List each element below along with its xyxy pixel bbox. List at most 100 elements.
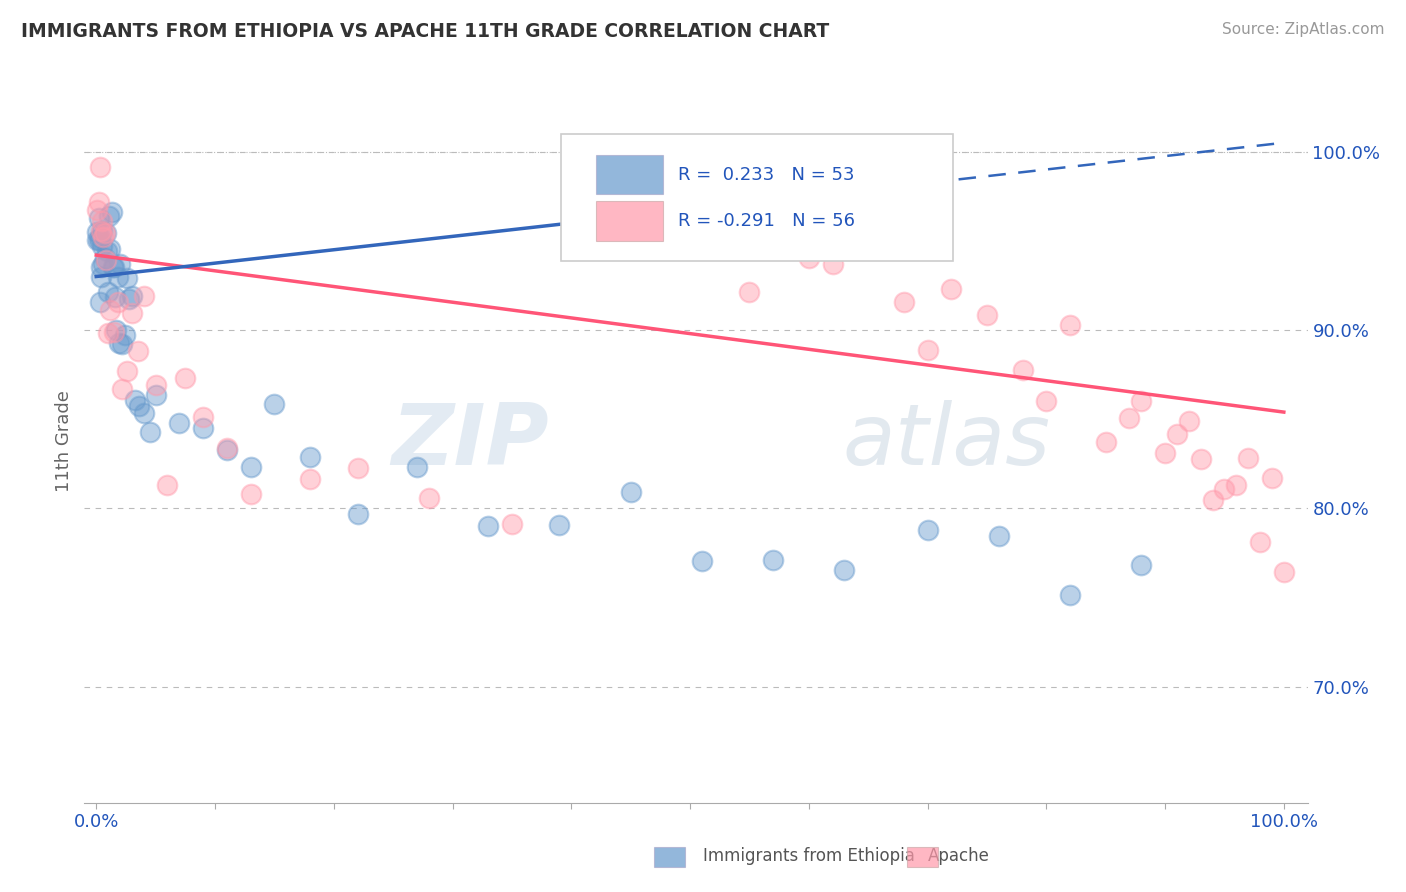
Point	[115, 270, 138, 285]
Point	[191, 421, 214, 435]
Point	[418, 491, 440, 505]
Point	[156, 478, 179, 492]
Point	[114, 327, 136, 342]
Point	[856, 221, 879, 235]
Point	[1249, 534, 1271, 549]
Point	[762, 553, 785, 567]
Point	[107, 295, 129, 310]
Point	[239, 487, 262, 501]
Point	[821, 257, 844, 271]
Point	[101, 260, 124, 275]
Point	[1166, 427, 1188, 442]
Point	[93, 226, 115, 240]
Point	[679, 237, 702, 252]
Point	[107, 269, 129, 284]
Point	[620, 484, 643, 499]
Point	[91, 239, 114, 253]
Point	[100, 242, 122, 256]
Point	[191, 409, 214, 424]
Point	[145, 377, 167, 392]
Point	[128, 399, 150, 413]
Point	[690, 554, 713, 568]
Text: atlas: atlas	[842, 400, 1050, 483]
Point	[105, 322, 128, 336]
Point	[89, 161, 111, 175]
Point	[834, 563, 856, 577]
Point	[91, 224, 114, 238]
Point	[583, 205, 606, 219]
Bar	[596, 154, 664, 194]
Point	[1201, 492, 1223, 507]
Point	[104, 290, 127, 304]
Point	[94, 252, 117, 267]
Point	[121, 306, 143, 320]
Text: R =  0.233   N = 53: R = 0.233 N = 53	[678, 166, 853, 184]
Point	[1011, 362, 1033, 376]
Point	[1118, 411, 1140, 425]
Point	[93, 257, 115, 271]
Point	[1130, 558, 1153, 572]
Point	[501, 516, 523, 531]
Point	[346, 461, 368, 475]
Point	[108, 257, 131, 271]
Point	[132, 289, 155, 303]
Point	[121, 288, 143, 302]
Point	[1154, 446, 1177, 460]
Text: ZIP: ZIP	[391, 400, 550, 483]
Point	[263, 397, 285, 411]
Point	[100, 303, 122, 318]
Point	[1094, 434, 1116, 449]
Point	[87, 195, 110, 210]
Point	[89, 231, 111, 245]
Bar	[596, 201, 664, 241]
Point	[91, 214, 114, 228]
Point	[298, 450, 321, 464]
Point	[93, 230, 115, 244]
Text: Apache: Apache	[928, 847, 990, 865]
Point	[97, 285, 120, 299]
Point	[93, 251, 115, 265]
Point	[127, 343, 149, 358]
Point	[1225, 478, 1247, 492]
Point	[86, 202, 108, 217]
Point	[103, 260, 125, 275]
Point	[1059, 318, 1081, 332]
Point	[941, 282, 963, 296]
Point	[1178, 414, 1201, 428]
Point	[96, 244, 118, 259]
Point	[107, 335, 129, 350]
Point	[100, 205, 122, 219]
Point	[797, 252, 820, 266]
Point	[103, 325, 125, 339]
Point	[917, 523, 939, 537]
Point	[90, 224, 112, 238]
Point	[118, 292, 141, 306]
Point	[97, 326, 120, 340]
Point	[89, 295, 111, 310]
Point	[1130, 394, 1153, 409]
Point	[86, 225, 108, 239]
Point	[132, 407, 155, 421]
Point	[1272, 565, 1295, 579]
Text: IMMIGRANTS FROM ETHIOPIA VS APACHE 11TH GRADE CORRELATION CHART: IMMIGRANTS FROM ETHIOPIA VS APACHE 11TH …	[21, 22, 830, 41]
Point	[1261, 471, 1284, 485]
Point	[86, 233, 108, 247]
Point	[111, 382, 134, 396]
Point	[346, 507, 368, 521]
Point	[111, 337, 134, 351]
Point	[917, 343, 939, 357]
Point	[1035, 394, 1057, 409]
Point	[477, 519, 499, 533]
Point	[87, 211, 110, 226]
Point	[98, 209, 121, 223]
Point	[124, 392, 146, 407]
Point	[169, 417, 191, 431]
Text: R = -0.291   N = 56: R = -0.291 N = 56	[678, 212, 855, 230]
Text: Source: ZipAtlas.com: Source: ZipAtlas.com	[1222, 22, 1385, 37]
Point	[987, 529, 1010, 543]
Point	[1213, 482, 1236, 496]
Y-axis label: 11th Grade: 11th Grade	[55, 391, 73, 492]
Point	[1189, 452, 1212, 467]
Point	[90, 260, 112, 274]
Point	[174, 371, 197, 385]
